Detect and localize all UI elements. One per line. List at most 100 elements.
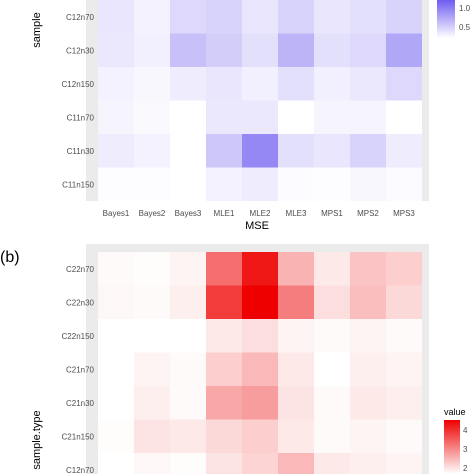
heatmap-cell [242, 453, 278, 474]
y-tick-label: C22n30 [66, 298, 95, 307]
heatmap-cell [134, 386, 170, 420]
heatmap-panel-b: (b) C22n70 C22n30 C22n150 C21n70 C21n30 C21n1… [0, 244, 468, 474]
x-tick-label: MPS3 [393, 209, 415, 218]
heatmap-cell [314, 252, 350, 286]
heatmap-cell [386, 386, 422, 420]
heatmap-cell [350, 285, 386, 319]
heatmap-cell [98, 352, 134, 386]
heatmap-cell [242, 67, 278, 101]
panel-a-x-ticks: Bayes1 Bayes2 Bayes3 MLE1 MLE2 MLE3 MPS1 MPS2 MP… [103, 209, 416, 218]
heatmap-cell [386, 319, 422, 353]
y-tick-label: C12n150 [62, 80, 95, 89]
heatmap-cell [278, 319, 314, 353]
heatmap-cell [278, 134, 314, 168]
x-tick-label: MPS2 [357, 209, 379, 218]
heatmap-cell [350, 100, 386, 134]
heatmap-cell [278, 285, 314, 319]
heatmap-cell [134, 100, 170, 134]
heatmap-cell [386, 134, 422, 168]
heatmap-cell [386, 252, 422, 286]
y-tick-label: C12n70 [66, 466, 95, 474]
heatmap-cell [206, 419, 242, 453]
x-tick-label: MPS1 [321, 209, 343, 218]
heatmap-cell [350, 352, 386, 386]
heatmap-cell [242, 419, 278, 453]
panel-b-legend-title: value [444, 407, 466, 417]
heatmap-cell [134, 285, 170, 319]
heatmap-cell [242, 352, 278, 386]
heatmap-cell [170, 419, 206, 453]
heatmap-cell [278, 33, 314, 67]
heatmap-cell [314, 386, 350, 420]
panel-b-colorbar [444, 420, 460, 474]
heatmap-cell [98, 386, 134, 420]
x-tick-label: Bayes3 [175, 209, 202, 218]
heatmap-cell [386, 453, 422, 474]
x-tick-label: Bayes2 [139, 209, 166, 218]
heatmap-cell [350, 252, 386, 286]
heatmap-cell [350, 167, 386, 201]
heatmap-cell [98, 67, 134, 101]
heatmap-cell [98, 167, 134, 201]
heatmap-cell [206, 453, 242, 474]
heatmap-cell [206, 386, 242, 420]
heatmap-cell [278, 453, 314, 474]
panel-b-legend-tick: 4 [463, 426, 468, 435]
heatmap-cell [386, 419, 422, 453]
heatmap-cell [350, 134, 386, 168]
x-tick-label: Bayes1 [103, 209, 130, 218]
heatmap-cell [134, 453, 170, 474]
panel-b-y-ticks: C22n70 C22n30 C22n150 C21n70 C21n30 C21n150 C1… [62, 265, 95, 474]
heatmap-cell [314, 0, 350, 34]
y-tick-label: C12n30 [66, 46, 95, 55]
heatmap-cell [134, 252, 170, 286]
y-tick-label: C21n150 [62, 432, 95, 441]
heatmap-cell [170, 0, 206, 34]
y-tick-label: C11n70 [67, 113, 95, 122]
heatmap-cell [206, 167, 242, 201]
heatmap-cell [98, 252, 134, 286]
panel-a-legend-tick: 0.5 [459, 23, 471, 32]
heatmap-cell [98, 33, 134, 67]
heatmap-cell [134, 319, 170, 353]
x-tick-label: MLE2 [250, 209, 271, 218]
heatmap-cell [206, 285, 242, 319]
heatmap-cell [350, 67, 386, 101]
heatmap-cell [206, 100, 242, 134]
heatmap-cell [278, 419, 314, 453]
panel-a-legend-tick: 1.0 [459, 4, 471, 13]
y-tick-label: C21n70 [66, 365, 95, 374]
heatmap-cell [170, 386, 206, 420]
heatmap-cell [350, 453, 386, 474]
heatmap-cell [242, 134, 278, 168]
heatmap-cell [170, 33, 206, 67]
heatmap-cell [242, 285, 278, 319]
heatmap-cell [386, 0, 422, 34]
heatmap-cell [242, 33, 278, 67]
heatmap-cell [98, 100, 134, 134]
heatmap-cell [98, 0, 134, 34]
heatmap-panel-a: C12n70 C12n30 C12n150 C11n70 C11n30 C11n150 B… [31, 0, 471, 232]
heatmap-cell [242, 386, 278, 420]
heatmap-cell [170, 252, 206, 286]
heatmap-cell [278, 100, 314, 134]
heatmap-cell [134, 167, 170, 201]
heatmap-cell [278, 67, 314, 101]
heatmap-cell [206, 352, 242, 386]
y-tick-label: C11n150 [62, 180, 94, 189]
heatmap-cell [350, 419, 386, 453]
heatmap-cell [134, 134, 170, 168]
heatmap-cell [314, 100, 350, 134]
x-tick-label: MLE1 [214, 209, 235, 218]
heatmap-cell [134, 0, 170, 34]
heatmap-cell [314, 319, 350, 353]
panel-b-legend-tick: 2 [463, 464, 468, 473]
panel-b-legend-tick: 3 [463, 445, 468, 454]
heatmap-cell [314, 134, 350, 168]
heatmap-cell [98, 134, 134, 168]
heatmap-cell [206, 0, 242, 34]
heatmap-cell [350, 319, 386, 353]
heatmap-cell [386, 167, 422, 201]
heatmap-cell [134, 419, 170, 453]
